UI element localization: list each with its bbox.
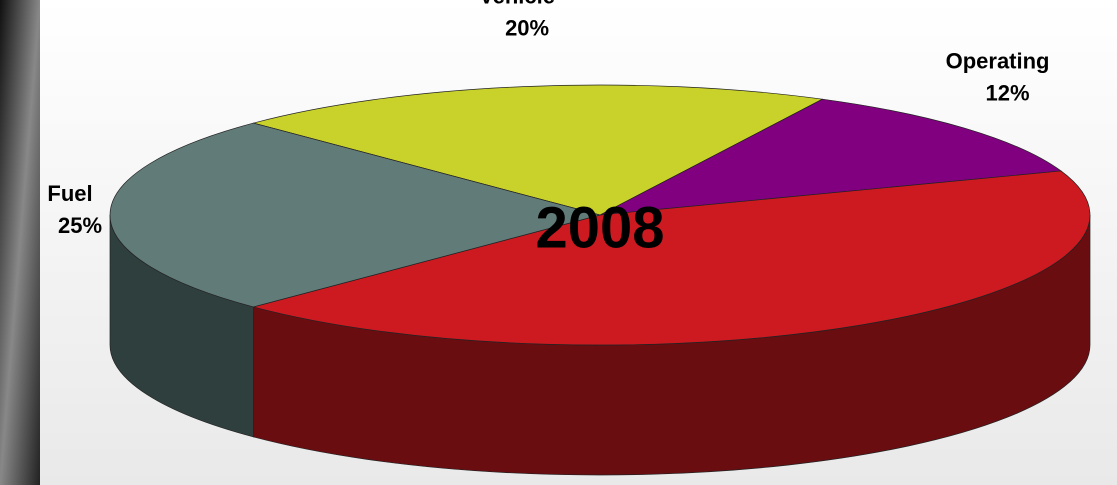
value-label: 20%	[505, 15, 549, 40]
slice	[252, 170, 1091, 346]
slice-label: Operating	[946, 49, 1050, 74]
labels: Vehicle 20% Operating 12% Fuel 25%	[47, 0, 1049, 238]
value-label: 25%	[58, 213, 102, 238]
pie	[109, 84, 1091, 476]
slice-label: Vehicle	[479, 0, 555, 8]
value-label: 12%	[986, 81, 1030, 106]
slice-label: Fuel	[47, 181, 92, 206]
side-decoration	[0, 0, 40, 485]
slice	[109, 122, 602, 308]
slice	[252, 84, 824, 216]
chart-title: 2008	[535, 195, 664, 260]
slice	[599, 98, 1062, 216]
